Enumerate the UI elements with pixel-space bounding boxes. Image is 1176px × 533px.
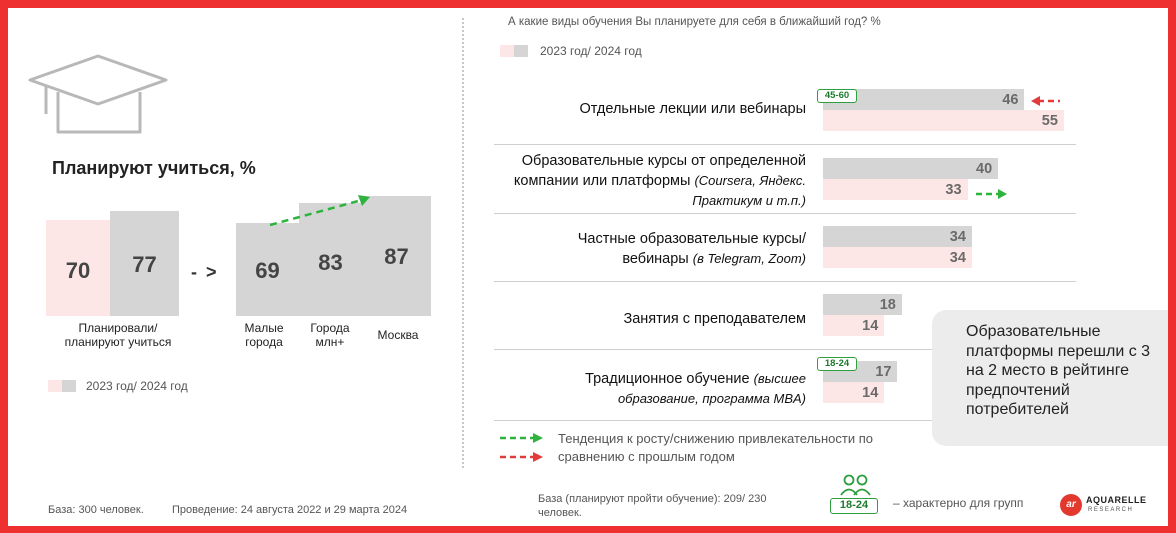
- hbar-value: 34: [949, 250, 966, 266]
- row-label-main: Отдельные лекции или вебинары: [579, 101, 806, 117]
- row-label-main: Занятия с преподавателем: [623, 311, 806, 327]
- brand-logo-icon: ar: [1060, 494, 1082, 516]
- hbar-2024: [823, 294, 902, 315]
- age-badge: 18-24: [817, 357, 857, 371]
- right-legend: 2023 год/ 2024 год: [540, 44, 642, 58]
- row-label-main: Традиционное обучение: [585, 371, 750, 387]
- row-separator: [494, 144, 1076, 145]
- group-badge: 18-24: [830, 498, 878, 514]
- question-text: А какие виды обучения Вы планируете для …: [508, 16, 881, 28]
- legend-swatch-2023: [48, 380, 62, 392]
- cat-million-cities: Города млн+: [310, 321, 350, 349]
- footer-dates: Проведение: 24 августа 2022 и 29 марта 2…: [172, 504, 408, 516]
- left-legend: 2023 год/ 2024 год: [86, 379, 188, 393]
- bar-planned-2023: [46, 220, 110, 316]
- trend-up-arrow: [976, 189, 1007, 199]
- legend-up-arrow-icon: [500, 433, 543, 443]
- hbar-2023: [823, 247, 972, 268]
- row-label-note: (в Telegram, Zoom): [692, 251, 806, 266]
- trend-legend-text: Тенденция к росту/снижению привлекательн…: [558, 431, 873, 464]
- value-planned-2024: 77: [132, 252, 157, 277]
- hbar-value: 33: [945, 182, 962, 198]
- row-label-platforms: Образовательные курсы от определенной ко…: [476, 152, 806, 211]
- callout-box: Образовательные платформы перешли с 3 на…: [932, 310, 1168, 446]
- bar-planned-2024: [110, 211, 179, 316]
- hbar-value: 17: [875, 364, 892, 380]
- row-label-main: Частные образовательные курсы/вебинары: [577, 231, 806, 267]
- value-small-cities: 69: [255, 258, 280, 283]
- cat-small-cities: Малые города: [244, 321, 284, 349]
- age-badge: 45-60: [817, 89, 857, 103]
- footer-base-left: База: 300 человек.: [48, 504, 144, 516]
- hbar-value: 14: [862, 318, 879, 334]
- hbar-value: 14: [862, 385, 879, 401]
- hbar-2023: [823, 315, 885, 336]
- row-label-note: (высшее образование, программа MBA): [617, 371, 806, 406]
- hbar-value: 55: [1041, 113, 1058, 129]
- group-people-icon: [840, 474, 871, 496]
- hbar-2023: [823, 382, 885, 403]
- value-million-cities: 83: [318, 250, 343, 275]
- hbar-value: 40: [976, 161, 993, 177]
- group-text: – характерно для групп: [893, 496, 1024, 510]
- row-label-tutor: Занятия с преподавателем: [506, 310, 806, 329]
- trend-up-arrow: [269, 195, 370, 227]
- bar-million-cities: [299, 203, 362, 316]
- row-separator: [494, 213, 1076, 214]
- left-title: Планируют учиться, %: [52, 158, 256, 178]
- legend-down-arrow-icon: [500, 452, 543, 462]
- trend-down-arrow: [1031, 96, 1060, 106]
- cat-planned: Планировали/ планируют учиться: [64, 321, 172, 349]
- hbar-2024: [823, 226, 972, 247]
- dash-arrow: - >: [191, 262, 219, 282]
- footer-base-right: База (планируют пройти обучение): 209/ 2…: [538, 493, 767, 519]
- cat-moscow: Москва: [377, 328, 419, 342]
- brand-name: AQUARELLE: [1086, 495, 1147, 505]
- hbar-2023: [823, 110, 1064, 131]
- row-separator: [494, 349, 1076, 350]
- slide: Планируют учиться, % 70 77 - > 69 83 87 …: [8, 8, 1168, 526]
- bar-small-cities: [236, 223, 299, 316]
- row-separator: [494, 281, 1076, 282]
- right-legend-swatch-2024: [514, 45, 528, 57]
- hbar-2024: [823, 89, 1025, 110]
- hbar-value: 46: [1002, 92, 1019, 108]
- graduation-cap-icon: [28, 54, 168, 134]
- row-label-lectures: Отдельные лекции или вебинары: [506, 100, 806, 119]
- brand-sub: RESEARCH: [1088, 507, 1134, 513]
- row-label-private: Частные образовательные курсы/вебинары (…: [566, 230, 806, 269]
- value-planned-2023: 70: [65, 258, 91, 283]
- hbar-value: 34: [949, 229, 966, 245]
- legend-swatch-2024: [62, 380, 76, 392]
- vertical-divider: [462, 18, 464, 468]
- right-legend-swatch-2023: [500, 45, 514, 57]
- hbar-2023: [823, 179, 968, 200]
- row-label-traditional: Традиционное обучение (высшее образовани…: [536, 369, 806, 409]
- bar-moscow: [362, 196, 431, 316]
- hbar-2024: [823, 158, 999, 179]
- row-separator: [494, 420, 1076, 421]
- row-label-main: Образовательные курсы от определенной ко…: [513, 153, 806, 189]
- row-label-note: (Coursera, Яндекс. Практикум и т.п.): [692, 173, 806, 208]
- value-moscow: 87: [384, 244, 409, 269]
- hbar-value: 18: [879, 297, 896, 313]
